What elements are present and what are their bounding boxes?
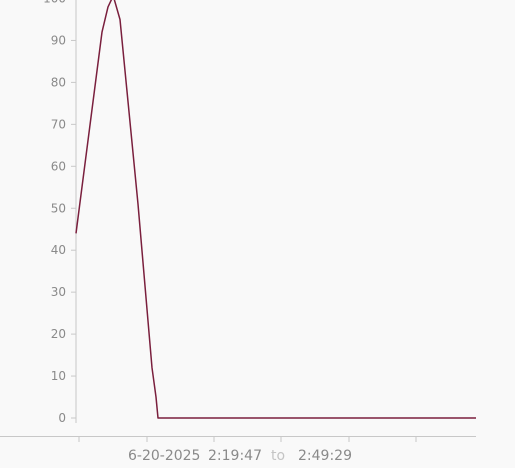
y-tick-label-100: 100: [43, 0, 66, 6]
y-axis: 0 10 20 30 40 50 60 70 80 90 100: [43, 0, 77, 425]
range-date: 6-20-2025: [128, 448, 200, 464]
series-layer: [75, 0, 476, 419]
range-start-time: 2:19:47: [208, 448, 262, 464]
x-axis: [0, 436, 476, 442]
y-tick-label-40: 40: [51, 243, 66, 257]
y-tick-label-80: 80: [51, 75, 66, 89]
y-tick-label-10: 10: [51, 369, 66, 383]
y-tick-label-30: 30: [51, 285, 66, 299]
y-tick-label-0: 0: [58, 411, 66, 425]
series-line-0: [75, 0, 476, 419]
y-tick-label-50: 50: [51, 201, 66, 215]
time-range: 6-20-2025 2:19:47 to 2:49:29: [128, 448, 352, 464]
y-tick-label-90: 90: [51, 33, 66, 47]
range-separator: to: [271, 448, 285, 464]
y-tick-label-70: 70: [51, 117, 66, 131]
y-tick-label-60: 60: [51, 159, 66, 173]
y-tick-label-20: 20: [51, 327, 66, 341]
range-end-time: 2:49:29: [298, 448, 352, 464]
